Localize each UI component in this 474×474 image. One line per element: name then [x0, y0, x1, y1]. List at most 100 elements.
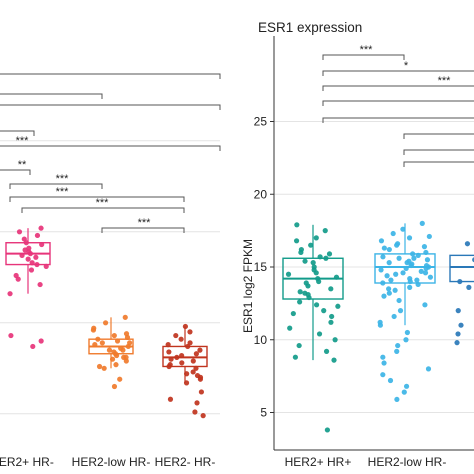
data-point	[297, 299, 303, 305]
data-point	[113, 362, 119, 368]
significance-label: ***	[56, 186, 70, 198]
data-point	[290, 310, 296, 317]
data-point	[90, 327, 97, 333]
data-point	[387, 377, 394, 384]
data-point	[38, 338, 44, 344]
data-point	[403, 265, 409, 272]
data-point	[322, 228, 328, 234]
data-point	[174, 354, 180, 360]
data-point	[394, 242, 400, 248]
data-point	[381, 245, 387, 251]
data-point	[332, 337, 338, 343]
data-point	[411, 255, 417, 261]
data-point	[390, 230, 396, 237]
data-point	[297, 289, 303, 295]
significance-label: ***	[360, 44, 374, 56]
data-point	[101, 365, 107, 371]
data-point	[37, 281, 43, 288]
data-point	[421, 244, 428, 250]
significance-bracket	[9, 183, 103, 189]
data-point	[386, 290, 392, 296]
data-point	[393, 271, 399, 277]
significance-bracket	[0, 130, 35, 136]
data-point	[391, 313, 397, 320]
left-significance-brackets: *****************	[0, 73, 221, 233]
data-point	[425, 366, 432, 372]
significance-bracket	[0, 145, 221, 151]
data-point	[7, 291, 13, 297]
data-point	[333, 274, 340, 280]
significance-bracket	[21, 207, 185, 213]
data-point	[197, 374, 204, 380]
data-point	[200, 413, 206, 419]
data-point	[328, 286, 334, 292]
data-point	[458, 322, 464, 328]
right-y-axis-label: ESR1 log2 FPKM	[241, 239, 255, 333]
data-point	[127, 340, 133, 346]
data-point	[384, 273, 390, 279]
x-tick-label: HER2- HR-	[155, 455, 216, 469]
significance-bracket	[403, 133, 474, 139]
data-point	[422, 302, 428, 308]
data-point	[381, 360, 387, 366]
data-point	[464, 241, 471, 247]
data-point	[303, 280, 309, 286]
data-point	[392, 287, 398, 293]
data-point	[292, 354, 298, 360]
data-point	[400, 226, 406, 232]
significance-label: ***	[138, 217, 152, 229]
significance-bracket	[322, 54, 405, 60]
data-point	[396, 255, 402, 261]
data-point	[378, 238, 385, 244]
data-point	[323, 255, 329, 261]
y-tick-label: 25	[254, 115, 268, 129]
data-point	[21, 236, 27, 242]
significance-bracket	[0, 73, 221, 79]
data-point	[298, 249, 304, 256]
data-point	[313, 270, 319, 276]
data-point	[16, 229, 23, 235]
data-point	[400, 270, 406, 276]
data-point	[183, 380, 190, 386]
data-point	[455, 308, 461, 314]
data-point	[406, 235, 413, 241]
data-point	[386, 286, 392, 292]
data-point	[380, 354, 386, 360]
data-point	[111, 332, 117, 339]
data-point	[117, 376, 123, 382]
left-x-axis-labels: HER2+ HR- HER2-low HR- HER2- HR-	[0, 455, 215, 469]
data-point	[102, 320, 109, 326]
y-tick-label: 20	[254, 187, 268, 201]
box	[449, 254, 474, 283]
x-tick-label: HER2+ HR-	[0, 455, 54, 469]
significance-bracket	[101, 227, 185, 233]
data-point	[28, 267, 35, 273]
data-point	[419, 220, 425, 226]
right-plot-data	[282, 220, 474, 433]
data-point	[457, 278, 463, 285]
data-point	[296, 342, 302, 349]
data-point	[403, 337, 409, 343]
data-point	[167, 396, 174, 402]
data-point	[99, 340, 105, 346]
data-point	[455, 331, 461, 337]
data-point	[329, 313, 335, 320]
data-point	[386, 260, 392, 266]
data-point	[381, 293, 387, 299]
data-point	[193, 351, 199, 357]
data-point	[34, 261, 40, 268]
data-point	[328, 319, 334, 325]
data-point	[302, 258, 308, 264]
significance-label: ***	[16, 135, 30, 147]
data-point	[386, 246, 392, 253]
data-point	[120, 347, 126, 353]
significance-label: ***	[56, 173, 70, 185]
data-point	[187, 340, 193, 346]
significance-bracket	[322, 100, 474, 106]
data-point	[33, 254, 39, 260]
significance-label: *	[404, 60, 409, 72]
data-point	[408, 262, 414, 269]
data-point	[426, 233, 432, 240]
data-point	[182, 323, 189, 330]
